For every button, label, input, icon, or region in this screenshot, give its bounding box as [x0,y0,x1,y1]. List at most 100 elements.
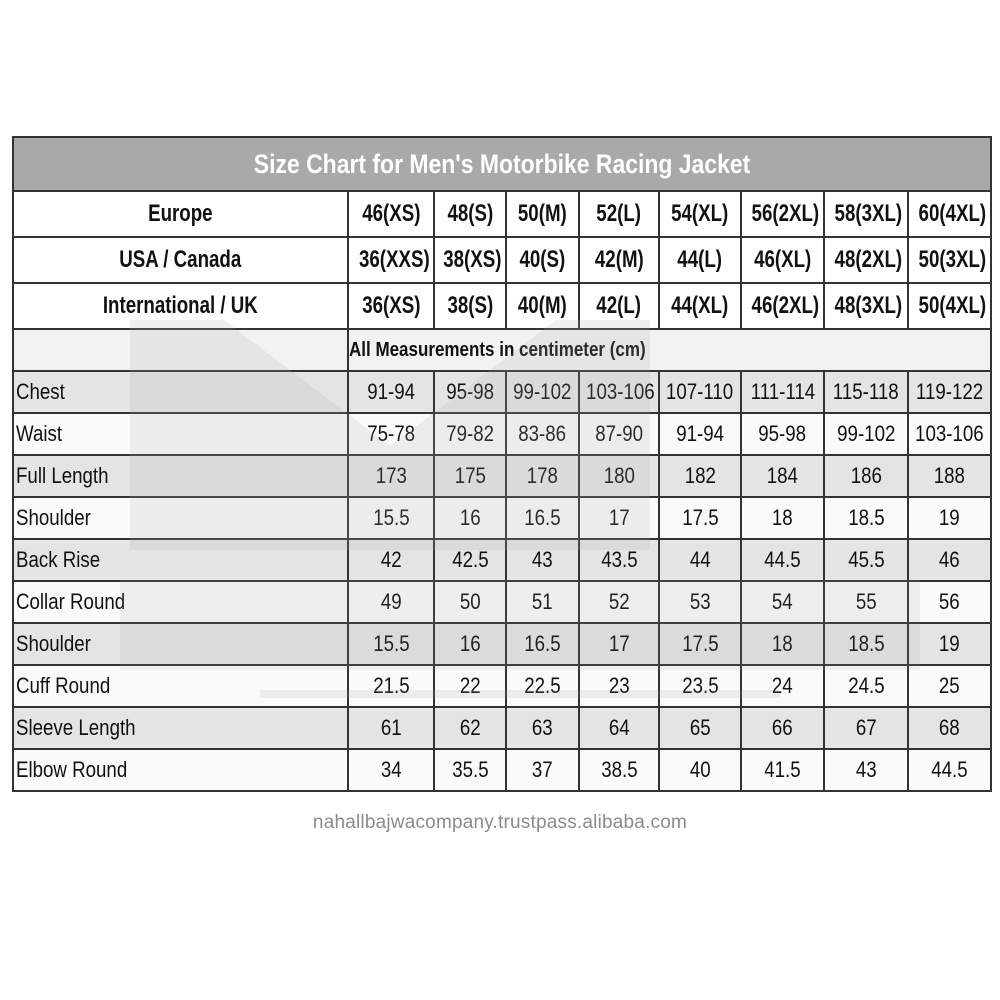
measurement-cell: 18.5 [823,622,909,666]
measurement-cell: 43 [505,538,580,582]
measurement-cell-text: 24 [772,673,793,698]
measurement-cell-text: 18 [772,631,793,656]
size-cell-text: 40(S) [519,246,566,273]
size-cell-text: 50(3XL) [918,246,987,273]
measurement-note-text: All Measurements in centimeter (cm) [349,338,646,361]
size-cell-text: 50(M) [518,200,567,227]
measurement-cell-text: 23 [608,673,630,698]
measurement-cell-text: 38.5 [600,757,638,782]
size-cell: 46(2XL) [740,282,825,330]
measurement-cell: 24 [740,664,825,708]
size-region-label: Europe [12,190,349,238]
measurement-cell-text: 15.5 [372,631,410,656]
measurement-cell: 99-102 [505,370,580,414]
measurement-cell-text: 44 [689,547,711,572]
measurement-cell: 173 [347,454,435,498]
size-region-label-text: Europe [148,200,213,227]
measurement-cell-text: 175 [454,463,486,488]
size-row: International / UK 36(XS) 38(S) 40(M) 42(L) 4… [12,282,993,330]
measurement-row: Shoulder 15.5 16 16.5 17 17.5 18 18.5 19 [12,496,993,540]
measurement-cell-text: 17.5 [681,631,719,656]
measurement-cell-text: 19 [939,631,960,656]
measurement-cell: 17 [578,622,660,666]
size-cell-text: 52(L) [596,200,642,227]
measurement-cell: 50 [433,580,507,624]
measurement-cell: 37 [505,748,580,792]
size-region-label-text: International / UK [103,292,258,319]
measurement-cell: 22 [433,664,507,708]
measurement-cell: 87-90 [578,412,660,456]
measurement-cell-text: 43.5 [600,547,638,572]
measurement-cell-text: 188 [933,463,966,488]
measurement-cell: 186 [823,454,909,498]
measurement-cell: 184 [740,454,825,498]
measurement-cell-text: 16 [459,631,481,656]
measurement-cell-text: 53 [689,589,711,614]
watermark-url: nahallbajwacompany.trustpass.alibaba.com [312,812,688,833]
measurement-cell: 17 [578,496,660,540]
measurement-cell: 95-98 [433,370,507,414]
measurement-cell: 182 [658,454,742,498]
measurement-cell-text: 95-98 [446,379,494,404]
measurement-cell: 15.5 [347,496,435,540]
size-cell: 38(S) [433,282,507,330]
size-cell: 50(3XL) [906,236,993,284]
measurement-cell-text: 19 [939,505,960,530]
size-cell: 48(3XL) [823,282,909,330]
measurement-row: Chest 91-94 95-98 99-102 103-106 107-110 111-1… [12,370,993,414]
measurement-cell-text: 49 [380,589,402,614]
size-cell-text: 58(3XL) [834,200,903,227]
measurement-cell-text: 16 [459,505,481,530]
measurement-cell-text: 173 [375,463,407,488]
size-cell: 38(XS) [433,236,507,284]
measurement-cell: 23.5 [658,664,742,708]
size-cell: 48(2XL) [823,236,909,284]
measurement-cell-text: 17 [608,505,630,530]
measurement-label: Full Length [12,454,349,498]
measurement-row: Waist 75-78 79-82 83-86 87-90 91-94 95-98 99-10… [12,412,993,456]
size-cell-text: 46(XS) [361,200,421,227]
measurement-row: Cuff Round 21.5 22 22.5 23 23.5 24 24.5 25 [12,664,993,708]
measurement-cell-text: 22.5 [524,673,561,698]
measurement-cell-text: 25 [939,673,960,698]
measurement-cell-text: 21.5 [372,673,410,698]
size-cell-text: 46(2XL) [751,292,820,319]
measurement-cell: 49 [347,580,435,624]
measurement-cell: 54 [740,580,825,624]
measurement-cell: 62 [433,706,507,750]
size-row: USA / Canada 36(XXS) 38(XS) 40(S) 42(M) 44(L)… [12,236,993,284]
title-row: Size Chart for Men's Motorbike Racing Ja… [11,136,993,192]
size-cell: 58(3XL) [823,190,909,238]
size-cell-text: 48(S) [447,200,493,227]
size-cell: 42(L) [578,282,660,330]
measurement-cell: 103-106 [578,370,660,414]
measurement-label: Collar Round [12,580,349,624]
measurement-cell: 18 [740,622,825,666]
size-cell-text: 42(L) [596,292,642,319]
measurement-cell-text: 18.5 [847,505,885,530]
size-cell-text: 56(2XL) [751,200,820,227]
measurement-cell-text: 43 [855,757,877,782]
blank-cell [12,328,349,372]
measurement-cell: 43 [823,748,909,792]
measurement-cell-text: 24.5 [847,673,885,698]
measurement-cell-text: 63 [532,715,553,740]
measurement-cell-text: 16.5 [524,505,561,530]
measurement-cell-text: 182 [684,463,716,488]
measurement-cell-text: 44.5 [764,547,801,572]
measurement-label: Sleeve Length [12,706,349,750]
measurement-cell: 41.5 [740,748,825,792]
measurement-cell-text: 83-86 [518,421,567,446]
measurement-cell: 119-122 [906,370,993,414]
measurement-cell: 16 [433,622,507,666]
size-cell-text: 48(2XL) [834,246,903,273]
measurement-cell-text: 79-82 [446,421,494,446]
measurement-label-text: Cuff Round [16,673,111,698]
measurement-cell-text: 34 [380,757,402,782]
measurement-cell: 23 [578,664,660,708]
measurement-cell-text: 75-78 [367,421,415,446]
measurement-label: Chest [12,370,349,414]
measurement-label-text: Collar Round [16,589,126,614]
measurement-cell: 115-118 [823,370,909,414]
measurement-cell-text: 37 [532,757,553,782]
